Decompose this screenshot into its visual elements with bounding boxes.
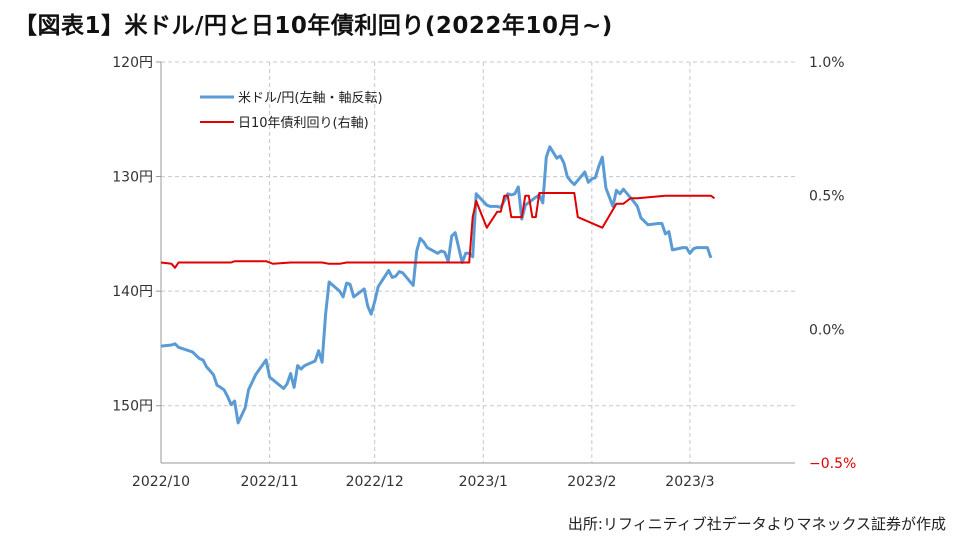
usdjpy-series-line <box>160 145 713 425</box>
right-tick-label: 0.0% <box>809 322 845 338</box>
right-tick-label: −0.5% <box>809 456 856 472</box>
left-tick-label: 130円 <box>112 170 153 186</box>
x-tick-label: 2022/11 <box>240 474 298 490</box>
left-tick-label: 150円 <box>112 399 153 415</box>
legend-label: 米ドル/円(左軸・軸反転) <box>238 91 383 106</box>
right-tick-label: 1.0% <box>809 55 845 71</box>
x-tick-label: 2023/1 <box>459 474 508 490</box>
x-tick-label: 2022/10 <box>132 474 190 490</box>
jgb10y-series-line <box>160 192 715 269</box>
x-tick-label: 2022/12 <box>346 474 404 490</box>
figure-title: 【図表1】米ドル/円と日10年債利回り(2022年10月~) <box>14 13 613 39</box>
x-tick-label: 2023/2 <box>567 474 616 490</box>
left-tick-label: 140円 <box>112 284 153 300</box>
left-tick-label: 120円 <box>112 55 153 71</box>
x-tick-label: 2023/3 <box>665 474 714 490</box>
legend-label: 日10年債利回り(右軸) <box>238 116 369 131</box>
right-tick-label: 0.5% <box>809 189 845 205</box>
source-note: 出所:リフィニティブ社データよりマネックス証券が作成 <box>567 515 946 533</box>
